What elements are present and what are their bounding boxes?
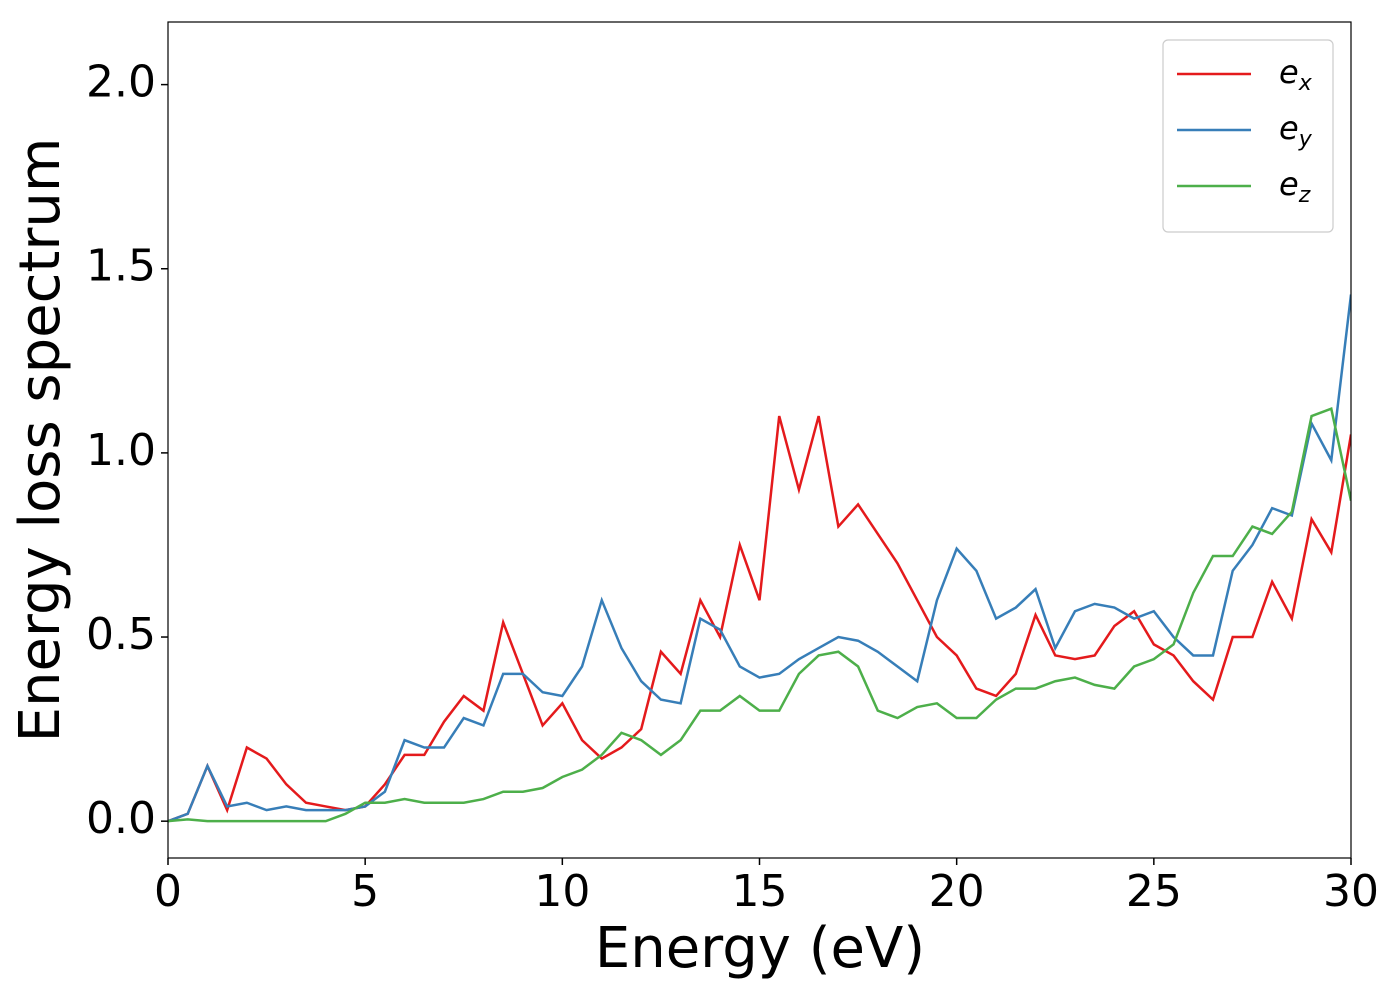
x-tick-label: 15 (732, 866, 788, 917)
y-tick-label: 2.0 (86, 57, 156, 108)
y-tick-label: 1.0 (86, 425, 156, 476)
series-line (168, 415, 1351, 823)
legend-box (1162, 39, 1334, 233)
x-tick-label: 25 (1126, 866, 1182, 917)
legend-label: ex (1279, 53, 1313, 96)
x-tick-label: 30 (1323, 866, 1379, 917)
y-tick-label: 0.0 (86, 793, 156, 844)
x-tick-label: 10 (534, 866, 590, 917)
y-axis-label: Energy loss spectrum (8, 138, 73, 743)
x-axis-label: Energy (eV) (595, 916, 925, 981)
plot-frame (167, 21, 1352, 859)
y-tick-label: 0.5 (86, 609, 156, 660)
x-tick-label: 0 (154, 866, 182, 917)
x-tick-label: 5 (351, 866, 379, 917)
y-tick-label: 1.5 (86, 241, 156, 292)
legend-label: ez (1279, 165, 1311, 208)
series-line (168, 407, 1351, 823)
legend-label: ey (1279, 109, 1313, 152)
series-line (168, 294, 1351, 823)
x-tick-label: 20 (929, 866, 985, 917)
